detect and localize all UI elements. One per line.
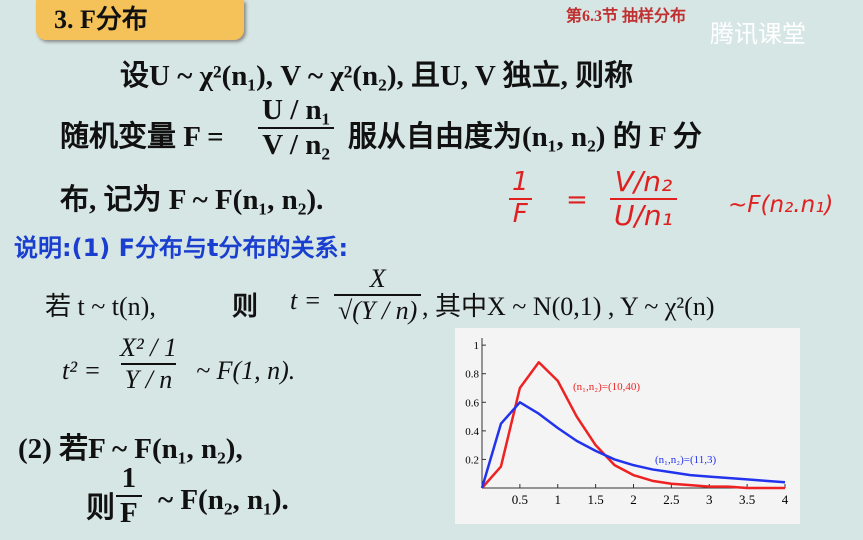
- formula-text: (2) 若F ~ F(n₁, n₂),: [18, 433, 243, 465]
- numerator: X² / 1: [120, 333, 177, 362]
- formula-text: ~ F(n₂, n₁).: [158, 484, 289, 516]
- fraction: U / n₁ V / n₂: [258, 94, 335, 163]
- note-heading: 说明:(1) F分布与t分布的关系:: [14, 234, 349, 262]
- density-curve: [481, 361, 785, 490]
- denominator: F: [508, 197, 532, 230]
- x-tick-label: 2.5: [663, 492, 679, 507]
- numerator: U / n₁: [262, 94, 331, 126]
- y-tick-label: 0.8: [465, 369, 479, 381]
- slide-title: 3. F分布: [36, 0, 244, 40]
- formula-text: 则: [232, 292, 259, 321]
- definition-line: 随机变量 F =: [60, 121, 224, 153]
- y-tick-label: 1: [474, 340, 480, 352]
- x-tick-label: 2: [630, 492, 637, 507]
- denominator: V / n₂: [258, 127, 335, 162]
- x-tick-label: 3.5: [739, 492, 755, 507]
- formula-text: t² =: [62, 356, 102, 385]
- definition-line: 布, 记为 F ~ F(n₁, n₂).: [60, 184, 324, 216]
- numerator: 1: [512, 167, 529, 197]
- definition-line: 设U ~ χ²(n₁), V ~ χ²(n₂), 且U, V 独立, 则称: [120, 60, 634, 92]
- chart-background: [455, 328, 800, 524]
- numerator: 1: [121, 462, 137, 494]
- x-tick-label: 1.5: [588, 492, 604, 507]
- formula-text: t =: [290, 286, 322, 315]
- x-tick-label: 3: [706, 492, 713, 507]
- density-curve: [480, 401, 786, 489]
- section-label: 第6.3节 抽样分布: [566, 8, 687, 25]
- handwritten-tail: ~F(n₂.n₁): [728, 192, 834, 218]
- x-tick-label: 1: [555, 492, 562, 507]
- series-label: (n₁,n₂)=(10,40): [573, 381, 640, 393]
- series-label: (n₁,n₂)=(11,3): [655, 454, 716, 466]
- x-tick-label: 4: [782, 492, 789, 507]
- fraction: V/n₂ U/n₁: [610, 165, 677, 232]
- equals: =: [566, 185, 588, 215]
- formula-text: ~ F(1, n).: [196, 356, 296, 385]
- y-tick-label: 0.2: [465, 454, 479, 466]
- definition-line: 服从自由度为(n₁, n₂) 的 F 分: [348, 121, 702, 153]
- numerator: X: [369, 264, 386, 293]
- formula-text: 则: [86, 492, 116, 524]
- density-chart: 0.2 0.4 0.6 0.8 1 0.5 1 1.5 2 2.5 3 3.5 4 (n₁,n₂)=(10…: [455, 328, 800, 524]
- fraction: X √(Y / n): [334, 264, 422, 326]
- formula-text: 若 t ~ t(n),: [45, 292, 156, 321]
- denominator: Y / n: [120, 362, 177, 395]
- x-tick-label: 0.5: [512, 492, 528, 507]
- numerator: V/n₂: [614, 165, 673, 198]
- denominator: U/n₁: [610, 198, 677, 232]
- formula-text: , 其中X ~ N(0,1) , Y ~ χ²(n): [422, 292, 715, 321]
- denominator: F: [116, 495, 142, 530]
- y-tick-label: 0.4: [465, 426, 479, 438]
- y-tick-label: 0.6: [465, 397, 479, 409]
- denominator: √(Y / n): [334, 293, 422, 326]
- watermark: 腾讯课堂: [710, 20, 806, 48]
